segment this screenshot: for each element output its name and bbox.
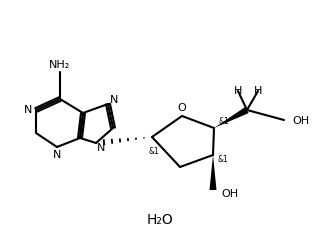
Text: H₂O: H₂O: [147, 213, 173, 227]
Text: O: O: [177, 103, 186, 113]
Text: N: N: [97, 143, 105, 153]
Text: OH: OH: [292, 116, 309, 126]
Text: H: H: [254, 86, 262, 96]
Text: &1: &1: [149, 147, 160, 155]
Text: OH: OH: [221, 189, 238, 199]
Polygon shape: [214, 107, 249, 128]
Text: &1: &1: [219, 118, 229, 126]
Text: N: N: [53, 150, 61, 160]
Text: N: N: [110, 95, 118, 105]
Text: N: N: [24, 105, 32, 115]
Text: NH₂: NH₂: [49, 60, 71, 70]
Text: &1: &1: [218, 154, 228, 164]
Polygon shape: [209, 155, 216, 190]
Text: H: H: [234, 86, 242, 96]
